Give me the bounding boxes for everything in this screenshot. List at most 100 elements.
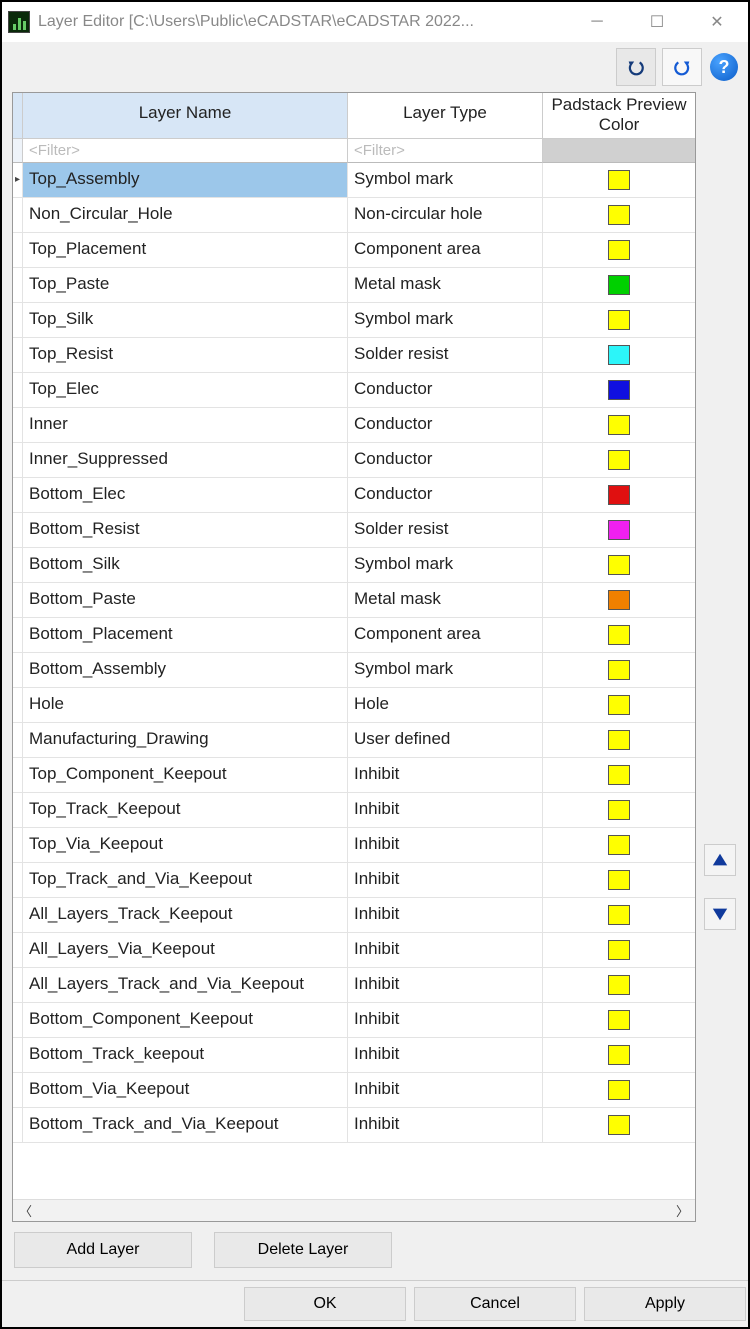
layer-name-cell[interactable]: Top_Paste [23, 268, 348, 303]
color-swatch[interactable] [608, 205, 630, 225]
table-row[interactable]: Top_ResistSolder resist [13, 338, 695, 373]
layer-name-cell[interactable]: Top_Track_Keepout [23, 793, 348, 828]
layer-type-cell[interactable]: Non-circular hole [348, 198, 543, 233]
layer-name-cell[interactable]: Top_Track_and_Via_Keepout [23, 863, 348, 898]
move-up-button[interactable] [704, 844, 736, 876]
color-swatch[interactable] [608, 940, 630, 960]
layer-type-cell[interactable]: Component area [348, 618, 543, 653]
layer-name-cell[interactable]: Bottom_Placement [23, 618, 348, 653]
color-swatch[interactable] [608, 835, 630, 855]
color-swatch[interactable] [608, 450, 630, 470]
column-header-color[interactable]: Padstack Preview Color [543, 93, 695, 139]
color-swatch[interactable] [608, 695, 630, 715]
color-swatch[interactable] [608, 975, 630, 995]
layer-color-cell[interactable] [543, 618, 695, 653]
table-row[interactable]: ▸Top_AssemblySymbol mark [13, 163, 695, 198]
layer-type-cell[interactable]: Inhibit [348, 968, 543, 1003]
color-swatch[interactable] [608, 765, 630, 785]
layer-type-cell[interactable]: Inhibit [348, 793, 543, 828]
layer-name-cell[interactable]: Bottom_Track_keepout [23, 1038, 348, 1073]
color-swatch[interactable] [608, 1080, 630, 1100]
layer-color-cell[interactable] [543, 968, 695, 1003]
layer-color-cell[interactable] [543, 793, 695, 828]
redo-button[interactable] [662, 48, 702, 86]
close-button[interactable]: ✕ [702, 8, 732, 36]
table-row[interactable]: Bottom_SilkSymbol mark [13, 548, 695, 583]
color-swatch[interactable] [608, 485, 630, 505]
color-swatch[interactable] [608, 275, 630, 295]
color-swatch[interactable] [608, 870, 630, 890]
layer-type-cell[interactable]: Inhibit [348, 828, 543, 863]
table-row[interactable]: Top_PlacementComponent area [13, 233, 695, 268]
color-swatch[interactable] [608, 415, 630, 435]
layer-color-cell[interactable] [543, 688, 695, 723]
table-row[interactable]: All_Layers_Via_KeepoutInhibit [13, 933, 695, 968]
table-row[interactable]: Top_Track_KeepoutInhibit [13, 793, 695, 828]
table-row[interactable]: Bottom_Component_KeepoutInhibit [13, 1003, 695, 1038]
color-swatch[interactable] [608, 555, 630, 575]
layer-name-cell[interactable]: Hole [23, 688, 348, 723]
layer-name-cell[interactable]: Bottom_Component_Keepout [23, 1003, 348, 1038]
table-row[interactable]: Inner_SuppressedConductor [13, 443, 695, 478]
layer-type-cell[interactable]: Conductor [348, 408, 543, 443]
layer-name-cell[interactable]: Top_Component_Keepout [23, 758, 348, 793]
layer-type-cell[interactable]: Inhibit [348, 1038, 543, 1073]
layer-color-cell[interactable] [543, 863, 695, 898]
table-row[interactable]: Top_Track_and_Via_KeepoutInhibit [13, 863, 695, 898]
layer-name-cell[interactable]: Top_Assembly [23, 163, 348, 198]
table-row[interactable]: InnerConductor [13, 408, 695, 443]
color-swatch[interactable] [608, 170, 630, 190]
layer-name-cell[interactable]: Top_Elec [23, 373, 348, 408]
layer-type-cell[interactable]: Conductor [348, 373, 543, 408]
layer-color-cell[interactable] [543, 338, 695, 373]
layer-name-cell[interactable]: All_Layers_Track_Keepout [23, 898, 348, 933]
layer-color-cell[interactable] [543, 898, 695, 933]
layer-name-cell[interactable]: Top_Resist [23, 338, 348, 373]
color-swatch[interactable] [608, 380, 630, 400]
layer-color-cell[interactable] [543, 828, 695, 863]
layer-type-cell[interactable]: Symbol mark [348, 303, 543, 338]
layer-type-cell[interactable]: Inhibit [348, 898, 543, 933]
layer-name-cell[interactable]: Top_Placement [23, 233, 348, 268]
layer-type-cell[interactable]: Inhibit [348, 863, 543, 898]
layer-type-cell[interactable]: Inhibit [348, 758, 543, 793]
table-row[interactable]: Bottom_Track_keepoutInhibit [13, 1038, 695, 1073]
layer-type-cell[interactable]: Inhibit [348, 933, 543, 968]
layer-type-cell[interactable]: Component area [348, 233, 543, 268]
layer-type-cell[interactable]: Solder resist [348, 513, 543, 548]
maximize-button[interactable]: ☐ [642, 8, 672, 36]
undo-button[interactable] [616, 48, 656, 86]
table-row[interactable]: All_Layers_Track_and_Via_KeepoutInhibit [13, 968, 695, 1003]
layer-color-cell[interactable] [543, 198, 695, 233]
table-row[interactable]: Non_Circular_HoleNon-circular hole [13, 198, 695, 233]
layer-type-cell[interactable]: Inhibit [348, 1003, 543, 1038]
filter-type-input[interactable]: <Filter> [348, 139, 543, 163]
layer-color-cell[interactable] [543, 303, 695, 338]
table-row[interactable]: Top_ElecConductor [13, 373, 695, 408]
layer-color-cell[interactable] [543, 373, 695, 408]
layer-type-cell[interactable]: Inhibit [348, 1073, 543, 1108]
delete-layer-button[interactable]: Delete Layer [214, 1232, 392, 1268]
layer-color-cell[interactable] [543, 1108, 695, 1143]
table-row[interactable]: Top_Component_KeepoutInhibit [13, 758, 695, 793]
table-row[interactable]: Bottom_ResistSolder resist [13, 513, 695, 548]
layer-name-cell[interactable]: Bottom_Via_Keepout [23, 1073, 348, 1108]
table-row[interactable]: Top_PasteMetal mask [13, 268, 695, 303]
layer-type-cell[interactable]: Conductor [348, 478, 543, 513]
layer-color-cell[interactable] [543, 583, 695, 618]
color-swatch[interactable] [608, 1115, 630, 1135]
layer-color-cell[interactable] [543, 1073, 695, 1108]
layer-color-cell[interactable] [543, 758, 695, 793]
layer-type-cell[interactable]: Symbol mark [348, 163, 543, 198]
color-swatch[interactable] [608, 800, 630, 820]
layer-name-cell[interactable]: Top_Silk [23, 303, 348, 338]
filter-name-input[interactable]: <Filter> [23, 139, 348, 163]
layer-color-cell[interactable] [543, 653, 695, 688]
color-swatch[interactable] [608, 660, 630, 680]
table-row[interactable]: Bottom_Track_and_Via_KeepoutInhibit [13, 1108, 695, 1143]
cancel-button[interactable]: Cancel [414, 1287, 576, 1321]
layer-color-cell[interactable] [543, 408, 695, 443]
layer-type-cell[interactable]: Symbol mark [348, 548, 543, 583]
layer-type-cell[interactable]: Symbol mark [348, 653, 543, 688]
table-row[interactable]: Manufacturing_DrawingUser defined [13, 723, 695, 758]
